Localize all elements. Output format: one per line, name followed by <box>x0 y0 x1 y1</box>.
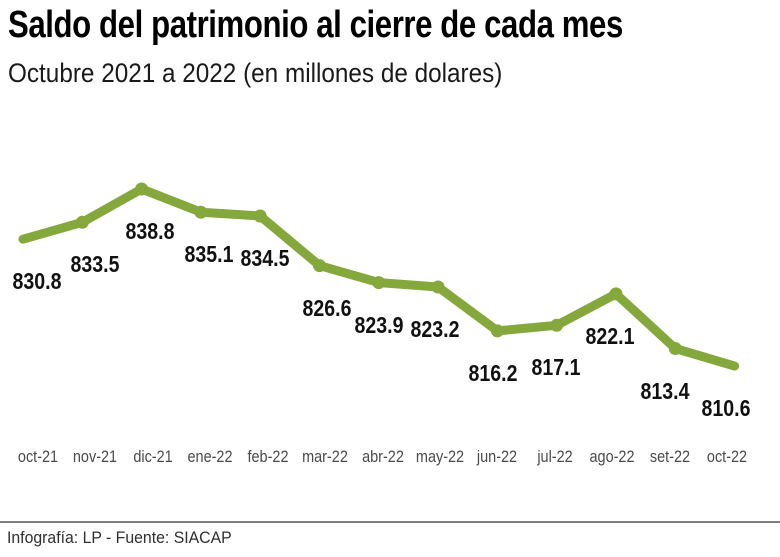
x-axis-label: oct-22 <box>706 447 748 466</box>
footer-credit: Infografía: LP - Fuente: SIACAP <box>7 528 232 547</box>
x-axis-label: ene-22 <box>187 447 233 466</box>
data-label: 834.5 <box>240 245 290 271</box>
x-axis-label: jun-22 <box>477 447 518 466</box>
page-title: Saldo del patrimonio al cierre de cada m… <box>8 4 623 46</box>
x-axis-label: dic-21 <box>133 447 173 466</box>
x-axis-label: abr-22 <box>361 447 404 466</box>
data-point-marker <box>135 182 149 196</box>
x-axis-label: feb-22 <box>247 447 289 466</box>
data-label: 835.1 <box>184 241 234 268</box>
chart-area: 830.8 833.5 838.8 835.1 834.5 826.6 823.9 823.2… <box>0 150 780 480</box>
data-point-marker <box>194 205 208 219</box>
data-point-marker <box>550 318 564 332</box>
x-axis: oct-21 nov-21 dic-21 ene-22 feb-22 mar-22 abr-… <box>0 448 780 470</box>
data-point-marker <box>490 324 504 338</box>
data-label: 813.4 <box>640 377 690 404</box>
data-point-marker <box>313 259 326 273</box>
data-point-marker <box>75 215 89 229</box>
data-point-marker <box>609 287 623 301</box>
page-subtitle: Octubre 2021 a 2022 (en millones de dola… <box>8 58 503 88</box>
x-axis-label: oct-21 <box>17 447 59 466</box>
data-label: 833.5 <box>70 251 120 278</box>
data-label: 816.2 <box>468 359 518 386</box>
x-axis-label: may-22 <box>415 447 464 466</box>
data-label: 822.1 <box>585 322 635 349</box>
data-point-marker <box>253 209 267 223</box>
data-point-marker <box>372 276 386 290</box>
x-axis-label: nov-21 <box>73 447 118 466</box>
data-label: 838.8 <box>125 218 175 244</box>
data-point-marker <box>668 342 682 355</box>
data-label: 823.9 <box>354 311 404 338</box>
x-axis-label: set-22 <box>649 447 690 466</box>
x-axis-label: ago-22 <box>589 447 635 466</box>
line-chart <box>18 182 740 371</box>
data-point-marker <box>431 280 445 294</box>
x-axis-label: mar-22 <box>302 447 348 466</box>
data-label: 817.1 <box>531 354 581 381</box>
data-label: 826.6 <box>302 294 351 321</box>
data-label: 830.8 <box>12 268 62 295</box>
data-label: 810.6 <box>701 395 751 422</box>
data-label: 823.2 <box>410 315 460 342</box>
x-axis-label: jul-22 <box>537 447 573 466</box>
footer-divider <box>0 521 780 523</box>
